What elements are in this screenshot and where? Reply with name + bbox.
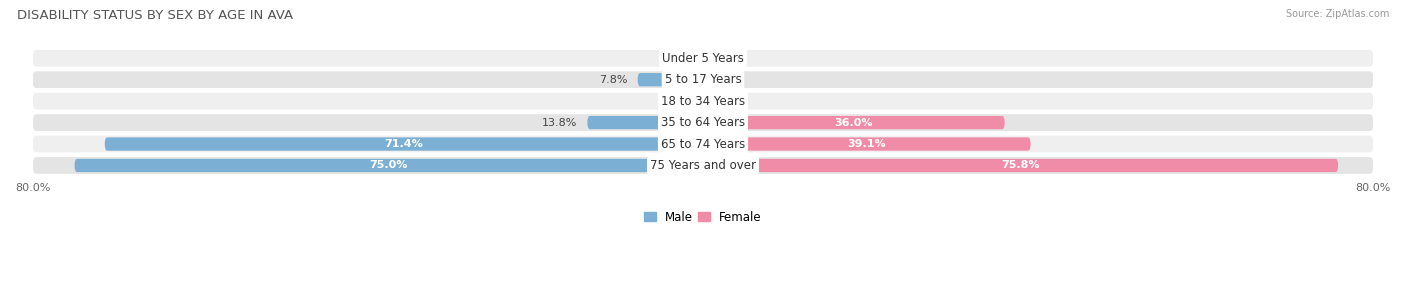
FancyBboxPatch shape <box>32 71 1374 88</box>
FancyBboxPatch shape <box>703 52 711 65</box>
Text: 0.0%: 0.0% <box>665 53 693 63</box>
Text: 0.0%: 0.0% <box>713 75 741 85</box>
FancyBboxPatch shape <box>703 137 1031 151</box>
FancyBboxPatch shape <box>638 73 703 86</box>
Text: 65 to 74 Years: 65 to 74 Years <box>661 137 745 150</box>
FancyBboxPatch shape <box>104 137 703 151</box>
FancyBboxPatch shape <box>32 93 1374 109</box>
FancyBboxPatch shape <box>703 95 711 108</box>
FancyBboxPatch shape <box>695 52 703 65</box>
Text: 75.0%: 75.0% <box>370 161 408 171</box>
Text: 7.8%: 7.8% <box>599 75 627 85</box>
Text: 75.8%: 75.8% <box>1001 161 1040 171</box>
Text: 71.4%: 71.4% <box>384 139 423 149</box>
Legend: Male, Female: Male, Female <box>640 206 766 228</box>
FancyBboxPatch shape <box>695 95 703 108</box>
FancyBboxPatch shape <box>703 159 1339 172</box>
Text: 5 to 17 Years: 5 to 17 Years <box>665 73 741 86</box>
FancyBboxPatch shape <box>32 136 1374 152</box>
Text: 18 to 34 Years: 18 to 34 Years <box>661 95 745 108</box>
FancyBboxPatch shape <box>703 116 1005 129</box>
Text: Under 5 Years: Under 5 Years <box>662 52 744 65</box>
FancyBboxPatch shape <box>32 157 1374 174</box>
Text: 75 Years and over: 75 Years and over <box>650 159 756 172</box>
Text: 39.1%: 39.1% <box>848 139 886 149</box>
Text: Source: ZipAtlas.com: Source: ZipAtlas.com <box>1285 9 1389 19</box>
Text: 0.0%: 0.0% <box>713 53 741 63</box>
Text: 0.0%: 0.0% <box>713 96 741 106</box>
Text: 13.8%: 13.8% <box>541 118 578 128</box>
FancyBboxPatch shape <box>588 116 703 129</box>
Text: DISABILITY STATUS BY SEX BY AGE IN AVA: DISABILITY STATUS BY SEX BY AGE IN AVA <box>17 9 292 22</box>
Text: 0.0%: 0.0% <box>665 96 693 106</box>
FancyBboxPatch shape <box>75 159 703 172</box>
Text: 35 to 64 Years: 35 to 64 Years <box>661 116 745 129</box>
FancyBboxPatch shape <box>32 114 1374 131</box>
Text: 36.0%: 36.0% <box>835 118 873 128</box>
FancyBboxPatch shape <box>703 73 711 86</box>
FancyBboxPatch shape <box>32 50 1374 67</box>
